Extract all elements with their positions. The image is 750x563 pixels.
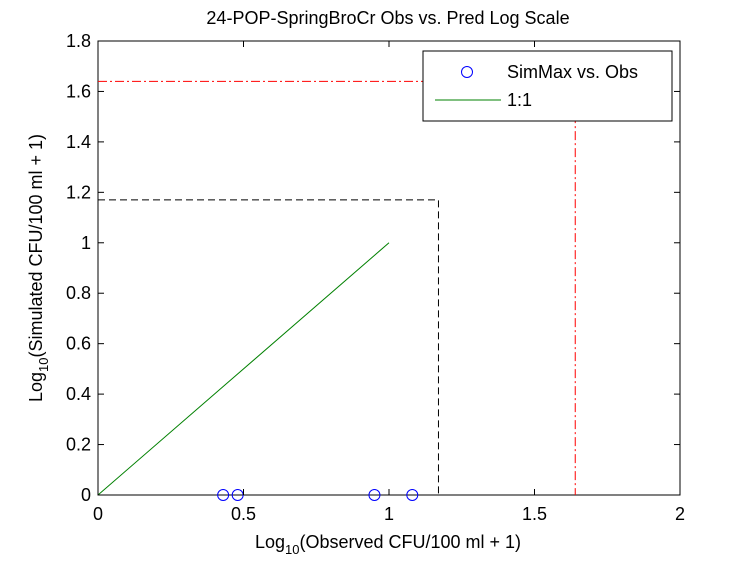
legend-box <box>422 50 673 122</box>
legend: SimMax vs. Obs 1:1 <box>422 50 673 122</box>
x-axis-label-subscript: 10 <box>285 542 299 557</box>
x-axis-label-prefix: Log <box>255 532 285 552</box>
y-tick-label: 0.4 <box>66 384 91 404</box>
y-axis-label-prefix: Log <box>26 372 46 402</box>
y-tick-label: 0 <box>81 485 91 505</box>
y-tick-label: 1.6 <box>66 81 91 101</box>
y-tick-label: 0.8 <box>66 283 91 303</box>
y-tick-label: 1.4 <box>66 132 91 152</box>
y-tick-label: 1.2 <box>66 182 91 202</box>
x-axis-label-suffix: (Observed CFU/100 ml + 1) <box>299 532 521 552</box>
scatter-point <box>217 489 230 501</box>
x-tick-label: 0.5 <box>231 504 256 524</box>
y-tick-label: 0.2 <box>66 435 91 455</box>
ticks-layer: 0 0.5 1 1.5 2 0 0.2 0.4 0.6 0.8 1 1.2 1.4 1.6 1.8 <box>66 31 685 524</box>
legend-marker-swatch <box>461 66 473 78</box>
scatter-point <box>406 489 419 501</box>
series-line-1-to-1 <box>97 242 390 496</box>
y-axis-label-subscript: 10 <box>36 358 51 372</box>
legend-entry-label: 1:1 <box>507 90 532 110</box>
legend-entry-label: SimMax vs. Obs <box>507 62 638 82</box>
y-axis-label: Log10(Simulated CFU/100 ml + 1) <box>26 134 51 402</box>
y-tick-label: 0.6 <box>66 334 91 354</box>
x-tick-label: 2 <box>675 504 685 524</box>
x-tick-label: 1.5 <box>522 504 547 524</box>
x-tick-label: 0 <box>93 504 103 524</box>
y-tick-label: 1 <box>81 233 91 253</box>
series-layer <box>97 242 419 501</box>
scatter-point <box>368 489 381 501</box>
y-axis-label-suffix: (Simulated CFU/100 ml + 1) <box>26 134 46 358</box>
y-tick-label: 1.8 <box>66 31 91 51</box>
reference-line-dashed <box>98 199 439 495</box>
x-tick-label: 1 <box>384 504 394 524</box>
x-axis-label: Log10(Observed CFU/100 ml + 1) <box>255 532 521 557</box>
chart-title: 24-POP-SpringBroCr Obs vs. Pred Log Scal… <box>206 8 569 28</box>
